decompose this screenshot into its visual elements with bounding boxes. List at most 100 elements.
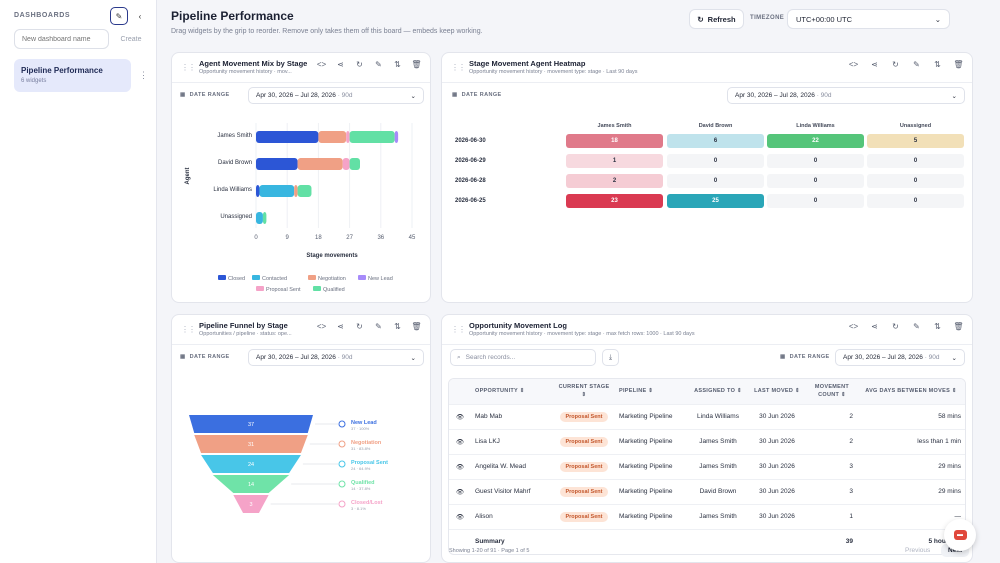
drag-grip-icon[interactable]: ⋮⋮	[181, 325, 196, 334]
new-dashboard-input[interactable]	[14, 29, 109, 49]
legend-entry: Qualified	[323, 287, 345, 293]
embed-code-icon[interactable]: <>	[316, 60, 327, 69]
embed-code-icon[interactable]: <>	[848, 60, 859, 69]
heatmap-cell[interactable]: 0	[867, 154, 964, 168]
share-icon[interactable]: ⋖	[337, 60, 344, 69]
col-header[interactable]: ASSIGNED TO ⇕	[689, 379, 747, 404]
trash-icon[interactable]: 🗑	[411, 60, 422, 69]
heatmap-cell[interactable]: 0	[767, 154, 864, 168]
refresh-icon[interactable]: ↻	[892, 322, 899, 331]
funnel-stage-pct: 3 · 8.1%	[351, 506, 366, 511]
legend-swatch	[256, 286, 264, 291]
bar-segment	[262, 212, 267, 224]
date-range-select[interactable]: Apr 30, 2026 – Jul 28, 2026 · 90d ⌄	[835, 349, 965, 366]
col-header[interactable]: LAST MOVED ⇕	[747, 379, 807, 404]
col-header[interactable]: OPPORTUNITY ⇕	[471, 379, 553, 404]
heatmap-cell[interactable]: 22	[767, 134, 864, 148]
calendar-icon: ▦	[780, 354, 786, 360]
heatmap-cell[interactable]: 2	[566, 174, 663, 188]
create-dashboard-button[interactable]: Create	[120, 35, 142, 43]
view-icon[interactable]: 👁	[449, 428, 471, 454]
heatmap-cell[interactable]: 0	[667, 174, 764, 188]
funnel-stage-label: Negotiation	[351, 440, 382, 446]
share-icon[interactable]: ⋖	[871, 322, 878, 331]
funnel-segment	[201, 455, 301, 473]
funnel-segment	[212, 475, 290, 493]
heatmap-cell[interactable]: 0	[867, 194, 964, 208]
view-icon[interactable]: 👁	[449, 478, 471, 504]
heatmap-cell[interactable]: 18	[566, 134, 663, 148]
col-header[interactable]: MOVEMENT COUNT ⇕	[807, 379, 857, 404]
drag-grip-icon[interactable]: ⋮⋮	[451, 63, 466, 72]
refresh-icon[interactable]: ↻	[892, 60, 899, 69]
table-row[interactable]: 👁 Alison Proposal Sent Marketing Pipelin…	[449, 503, 965, 529]
refresh-icon[interactable]: ↻	[356, 60, 363, 69]
previous-page-button[interactable]: Previous	[905, 547, 931, 554]
view-icon[interactable]: 👁	[449, 403, 471, 429]
col-header[interactable]: CURRENT STAGE ⇕	[553, 379, 615, 404]
legend-entry: Closed	[228, 276, 245, 282]
add-dashboard-button[interactable]: ✎	[110, 7, 128, 25]
edit-icon[interactable]: ✎	[375, 322, 382, 331]
settings-icon[interactable]: ⇅	[394, 60, 401, 69]
heatmap-cell[interactable]: 6	[667, 134, 764, 148]
table-row[interactable]: 👁 Lisa LKJ Proposal Sent Marketing Pipel…	[449, 428, 965, 454]
date-range-select[interactable]: Apr 30, 2026 – Jul 28, 2026 · 90d ⌄	[727, 87, 965, 104]
bar-segment	[394, 131, 399, 143]
heatmap-cell[interactable]: 1	[566, 154, 663, 168]
edit-icon[interactable]: ✎	[913, 60, 920, 69]
funnel-segment	[194, 435, 308, 453]
funnel-value: 24	[248, 462, 254, 468]
trash-icon[interactable]: 🗑	[953, 60, 964, 69]
download-button[interactable]: ⤓	[602, 349, 619, 366]
table-row[interactable]: 👁 Angelita W. Mead Proposal Sent Marketi…	[449, 453, 965, 479]
embed-code-icon[interactable]: <>	[316, 322, 327, 331]
share-icon[interactable]: ⋖	[871, 60, 878, 69]
heatmap-cell[interactable]: 0	[767, 194, 864, 208]
edit-icon[interactable]: ✎	[375, 60, 382, 69]
funnel-marker	[338, 480, 346, 488]
view-icon[interactable]: 👁	[449, 453, 471, 479]
heatmap-cell[interactable]: 0	[867, 174, 964, 188]
search-input[interactable]: ⌕ Search records...	[450, 349, 596, 366]
collapse-sidebar-button[interactable]: ‹	[131, 7, 149, 25]
heatmap-cell[interactable]: 0	[667, 154, 764, 168]
table-row[interactable]: 👁 Guest Visitor Mahrf Proposal Sent Mark…	[449, 478, 965, 504]
sidebar-item-pipeline-performance[interactable]: Pipeline Performance 6 widgets	[14, 59, 131, 92]
timezone-select[interactable]: UTC+00:00 UTC ⌄	[787, 9, 950, 29]
cell-opportunity: Mab Mab	[471, 403, 553, 429]
col-header[interactable]: PIPELINE ⇕	[615, 379, 689, 404]
cell-assigned: James Smith	[689, 428, 747, 454]
date-range-select[interactable]: Apr 30, 2026 – Jul 28, 2026 · 90d ⌄	[248, 87, 424, 104]
timezone-value: UTC+00:00 UTC	[796, 14, 853, 24]
refresh-button[interactable]: ↻ Refresh	[689, 9, 744, 29]
chevron-down-icon: ⌄	[410, 354, 416, 362]
settings-icon[interactable]: ⇅	[934, 322, 941, 331]
settings-icon[interactable]: ⇅	[394, 322, 401, 331]
edit-icon[interactable]: ✎	[913, 322, 920, 331]
legend-entry: Negotiation	[318, 276, 346, 282]
col-header[interactable]: AVG DAYS BETWEEN MOVES ⇕	[857, 379, 965, 404]
trash-icon[interactable]: 🗑	[411, 322, 422, 331]
drag-grip-icon[interactable]: ⋮⋮	[451, 325, 466, 334]
chat-widget-button[interactable]: ▬	[944, 519, 976, 551]
kebab-icon[interactable]: ⋮	[139, 70, 148, 80]
heatmap-cell[interactable]: 0	[767, 174, 864, 188]
heatmap-cell[interactable]: 25	[667, 194, 764, 208]
funnel-segment	[233, 495, 269, 513]
view-icon[interactable]: 👁	[449, 503, 471, 529]
table-row[interactable]: 👁 Mab Mab Proposal Sent Marketing Pipeli…	[449, 403, 965, 429]
summary-count: 39	[807, 528, 857, 554]
heatmap-cell[interactable]: 5	[867, 134, 964, 148]
embed-code-icon[interactable]: <>	[848, 322, 859, 331]
settings-icon[interactable]: ⇅	[934, 60, 941, 69]
agent-mix-chart: 0 9 18 27 36 45 James Smith David Brown Linda Wi…	[185, 123, 416, 293]
bar-segment	[346, 131, 350, 143]
share-icon[interactable]: ⋖	[337, 322, 344, 331]
widget-movement-log: ⋮⋮ Opportunity Movement Log Opportunity …	[441, 314, 973, 563]
date-range-select[interactable]: Apr 30, 2026 – Jul 28, 2026 · 90d ⌄	[248, 349, 424, 366]
trash-icon[interactable]: 🗑	[953, 322, 964, 331]
drag-grip-icon[interactable]: ⋮⋮	[181, 63, 196, 72]
refresh-icon[interactable]: ↻	[356, 322, 363, 331]
heatmap-cell[interactable]: 23	[566, 194, 663, 208]
